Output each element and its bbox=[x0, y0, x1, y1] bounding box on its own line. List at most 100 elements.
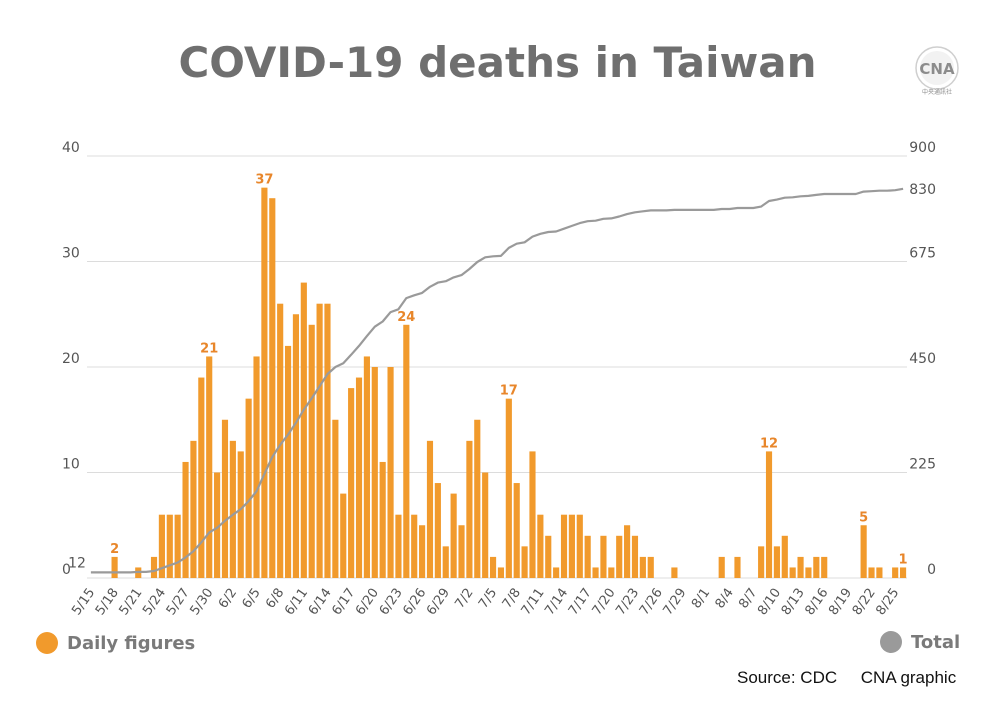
daily-bar bbox=[426, 440, 434, 578]
x-tick-label: 6/14 bbox=[306, 586, 335, 619]
y-right-tick-label: 0 bbox=[927, 562, 936, 578]
daily-bar bbox=[537, 514, 544, 578]
credit-text: CNA graphic bbox=[860, 668, 957, 687]
daily-bar bbox=[765, 451, 773, 578]
source-text: Source: CDC bbox=[737, 668, 838, 687]
total-value-label: 830 bbox=[909, 182, 936, 198]
x-tick-label: 7/23 bbox=[613, 586, 642, 619]
legend-daily: Daily figures bbox=[36, 632, 195, 654]
x-tick-label: 7/5 bbox=[476, 586, 500, 612]
total-line bbox=[90, 187, 904, 574]
x-tick-label: 8/13 bbox=[779, 586, 808, 619]
daily-bar bbox=[616, 535, 623, 578]
x-tick-label: 8/1 bbox=[689, 586, 713, 612]
daily-bar bbox=[466, 440, 473, 578]
y-right-tick-label: 675 bbox=[909, 246, 936, 262]
x-tick-label: 5/24 bbox=[140, 586, 169, 619]
daily-bar bbox=[474, 419, 481, 578]
daily-bar bbox=[647, 556, 654, 578]
bar-value-label: 1 bbox=[899, 552, 908, 567]
daily-bar bbox=[292, 314, 300, 578]
y-left-tick-label: 20 bbox=[62, 351, 80, 367]
x-tick-label: 7/20 bbox=[590, 586, 619, 619]
daily-bar bbox=[442, 546, 449, 578]
daily-bar bbox=[111, 556, 118, 578]
x-tick-label: 7/26 bbox=[637, 586, 666, 619]
daily-bar bbox=[718, 556, 725, 578]
daily-legend-marker bbox=[36, 632, 58, 654]
daily-bar bbox=[206, 356, 213, 578]
daily-bar bbox=[387, 367, 394, 578]
daily-bar bbox=[308, 324, 315, 578]
daily-bar bbox=[158, 514, 165, 578]
daily-bar bbox=[284, 345, 292, 578]
daily-legend-label: Daily figures bbox=[67, 632, 196, 654]
daily-bar bbox=[324, 303, 331, 578]
daily-bar bbox=[450, 493, 457, 578]
x-tick-label: 8/19 bbox=[826, 586, 855, 619]
daily-bar bbox=[363, 356, 370, 578]
daily-bar bbox=[166, 514, 173, 578]
daily-bar bbox=[355, 377, 363, 578]
y-left-tick-label: 30 bbox=[62, 246, 80, 262]
daily-bar bbox=[568, 514, 575, 578]
daily-bar bbox=[608, 567, 615, 578]
daily-bar bbox=[237, 451, 244, 578]
x-tick-label: 7/2 bbox=[452, 586, 476, 612]
daily-bar bbox=[600, 535, 607, 578]
daily-bar bbox=[584, 535, 591, 578]
daily-bar bbox=[434, 483, 441, 578]
x-tick-label: 5/27 bbox=[164, 586, 193, 619]
daily-bar bbox=[214, 472, 221, 578]
daily-bar bbox=[221, 419, 229, 578]
daily-bar bbox=[576, 514, 583, 578]
legend-total: Total bbox=[880, 631, 960, 653]
daily-bar bbox=[781, 535, 788, 578]
daily-bar bbox=[261, 187, 268, 578]
bar-value-label: 24 bbox=[397, 310, 415, 325]
daily-bar bbox=[624, 525, 631, 578]
y-left-tick-label: 0 bbox=[62, 562, 71, 578]
daily-bar bbox=[560, 514, 568, 578]
daily-bar bbox=[395, 514, 402, 578]
x-tick-label: 7/11 bbox=[519, 586, 548, 619]
y-left-tick-label: 10 bbox=[62, 457, 80, 473]
logo-text: CNA bbox=[919, 60, 955, 78]
daily-bar bbox=[340, 493, 347, 578]
x-tick-label: 5/21 bbox=[116, 586, 145, 619]
daily-bar bbox=[860, 525, 867, 578]
daily-bar bbox=[899, 567, 907, 578]
daily-bar bbox=[805, 567, 812, 578]
bar-value-label: 2 bbox=[110, 542, 119, 557]
daily-bar bbox=[229, 440, 236, 578]
daily-bar bbox=[419, 525, 426, 578]
y-right-tick-label: 225 bbox=[909, 457, 936, 473]
daily-bar bbox=[505, 398, 512, 578]
x-tick-label: 6/29 bbox=[424, 586, 453, 619]
x-tick-label: 8/4 bbox=[713, 586, 737, 612]
daily-bar bbox=[253, 356, 260, 578]
x-tick-label: 6/20 bbox=[353, 586, 382, 619]
total-legend-marker bbox=[880, 631, 902, 653]
daily-bar bbox=[182, 461, 189, 578]
daily-bar bbox=[458, 525, 465, 578]
daily-bar bbox=[813, 556, 820, 578]
daily-bar bbox=[789, 567, 796, 578]
daily-bar bbox=[482, 472, 489, 578]
y-right-tick-label: 900 bbox=[909, 140, 936, 156]
daily-bar bbox=[639, 556, 646, 578]
daily-bar bbox=[316, 303, 323, 578]
x-tick-label: 6/17 bbox=[329, 586, 358, 619]
daily-bar bbox=[277, 303, 284, 578]
daily-bar bbox=[671, 567, 678, 578]
y-right-tick-label: 450 bbox=[909, 351, 936, 367]
bar-value-label: 37 bbox=[255, 173, 273, 188]
x-tick-label: 8/16 bbox=[802, 586, 831, 619]
total-legend-label: Total bbox=[911, 631, 961, 653]
daily-bar bbox=[758, 546, 765, 578]
daily-bar bbox=[773, 546, 780, 578]
bar-value-label: 17 bbox=[500, 384, 518, 399]
daily-bar bbox=[631, 535, 639, 578]
total-value-label: 12 bbox=[68, 555, 86, 571]
